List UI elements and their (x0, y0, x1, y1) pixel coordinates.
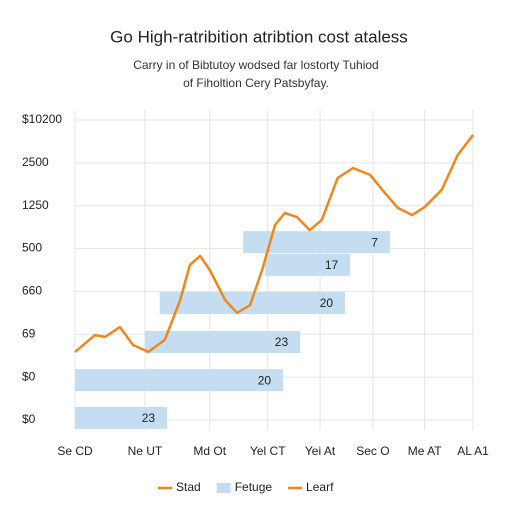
x-tick-label: Md Ot (193, 444, 226, 458)
bar-label: 23 (142, 411, 156, 425)
x-tick-label: Yei At (305, 444, 336, 458)
x-tick-label: Ne UT (128, 444, 163, 458)
y-tick-label: 1250 (22, 198, 49, 212)
bar (75, 369, 284, 392)
chart-subtitle: Carry in of Bibtutoy wodsed far lostorty… (133, 58, 378, 72)
legend-label: Fetuge (235, 480, 273, 494)
bar-label: 23 (275, 335, 289, 349)
x-tick-label: Se CD (57, 444, 93, 458)
x-tick-label: Yel CT (250, 444, 286, 458)
y-tick-label: 500 (22, 241, 42, 255)
legend-label: Stad (176, 480, 201, 494)
y-tick-label: $0 (22, 369, 36, 383)
legend-swatch (216, 483, 231, 493)
bar (144, 331, 301, 353)
bar-label: 17 (325, 258, 339, 272)
chart-title: Go High-ratribition atribtion cost atale… (110, 27, 408, 46)
y-tick-label: 660 (22, 284, 42, 298)
y-tick-label: $0 (22, 412, 36, 426)
x-tick-label: Me AT (408, 444, 442, 458)
chart-subtitle: of Fiholtion Cery Patsbyfay. (183, 76, 329, 90)
x-tick-label: Sec O (356, 444, 389, 458)
bar (75, 406, 168, 429)
line (74, 134, 474, 354)
bar (264, 253, 351, 276)
bar-label: 20 (258, 373, 272, 387)
x-tick-label: AL A1 (457, 444, 489, 458)
y-tick-label: 69 (22, 326, 36, 340)
legend-label: Learf (306, 480, 334, 494)
bar-label: 20 (320, 296, 334, 310)
bar (243, 231, 390, 254)
y-tick-label: $10200 (22, 112, 62, 126)
bar-label: 7 (371, 235, 378, 249)
y-tick-label: 2500 (22, 155, 49, 169)
bar (159, 292, 346, 314)
